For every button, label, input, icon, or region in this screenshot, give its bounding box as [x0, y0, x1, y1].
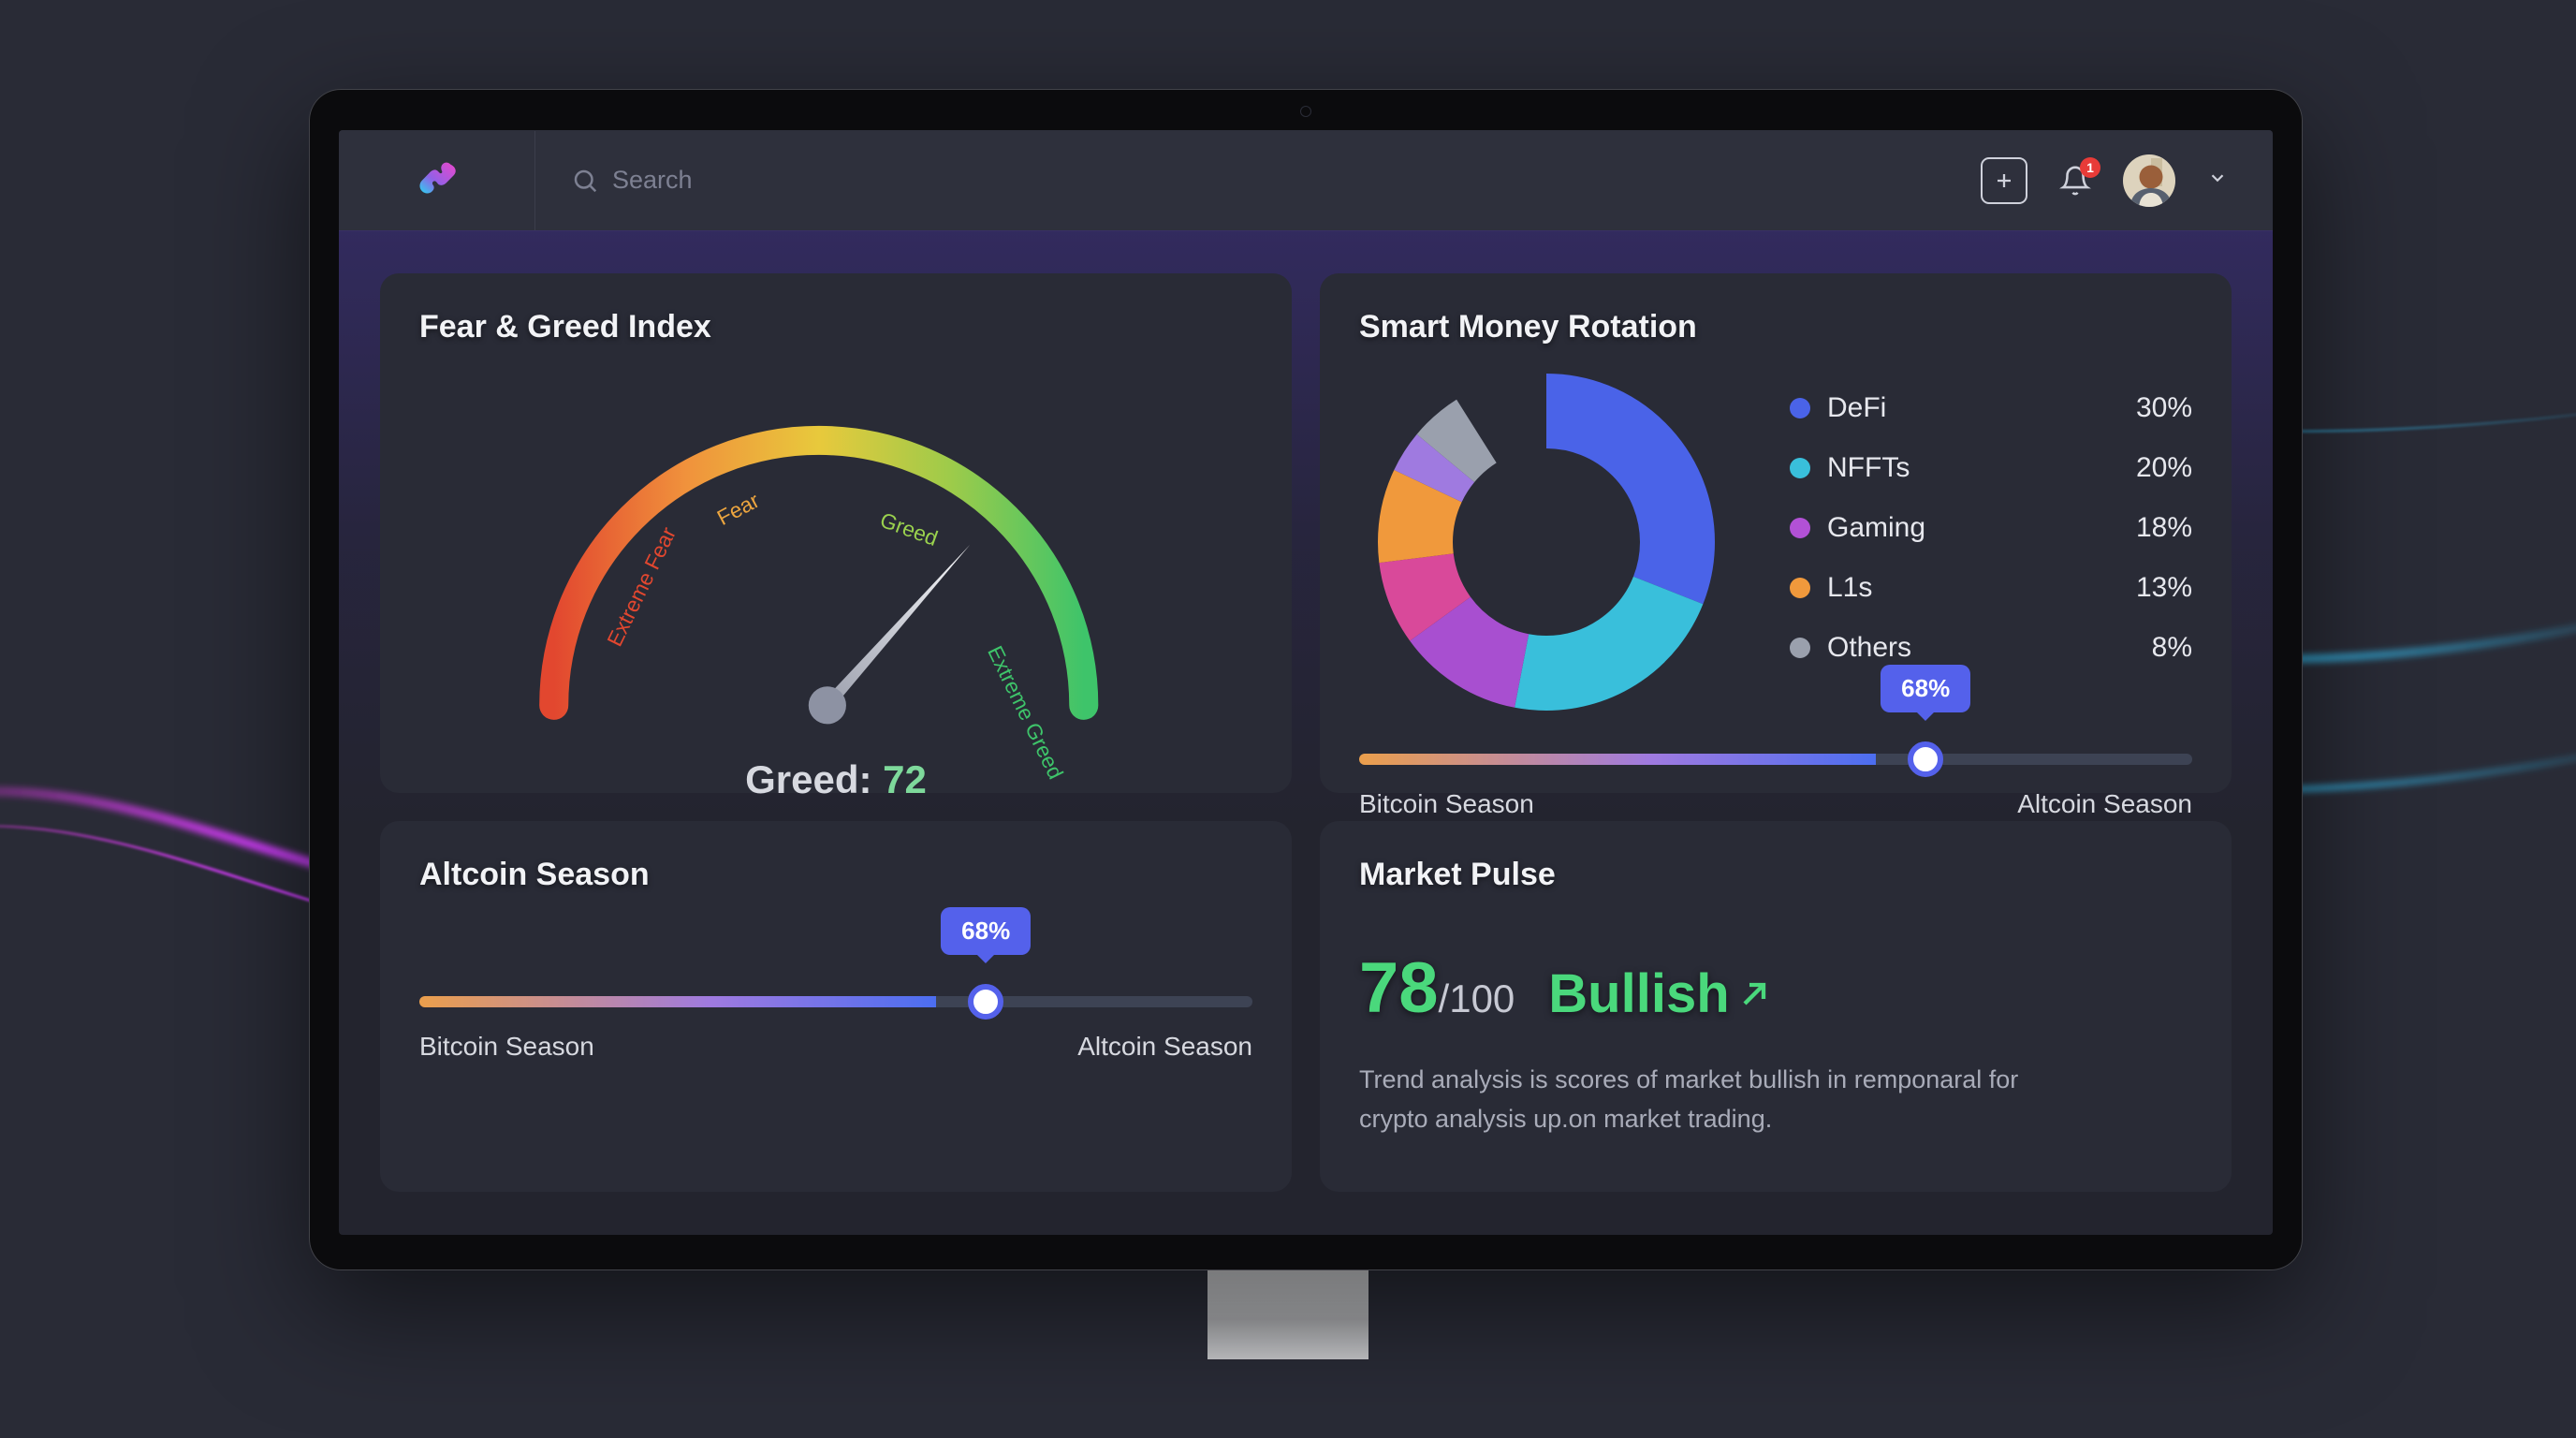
svg-text:Greed: Greed	[877, 507, 941, 550]
svg-text:Fear: Fear	[713, 488, 764, 530]
